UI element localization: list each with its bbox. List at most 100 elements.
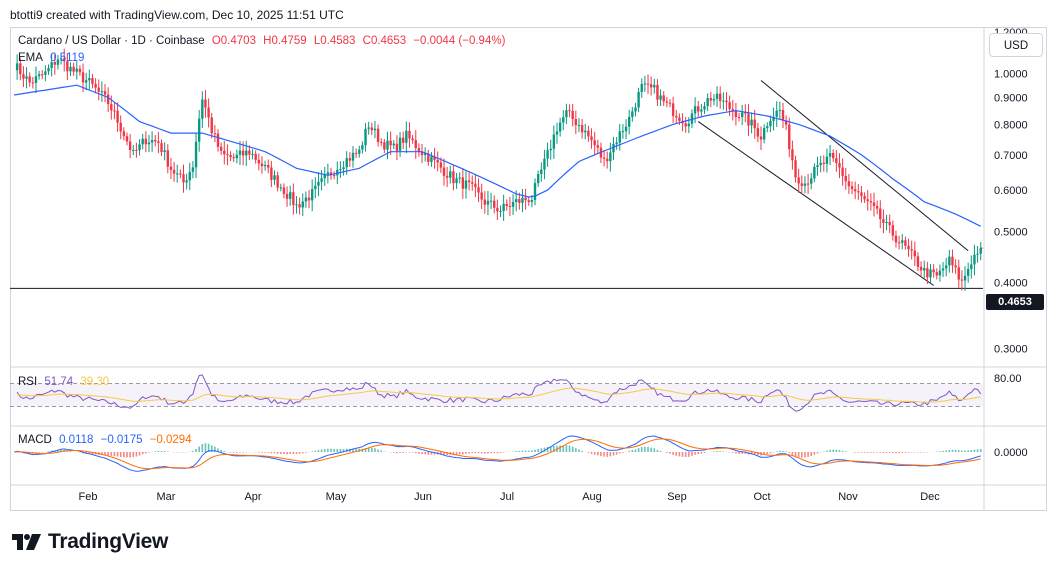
candle-body — [154, 139, 157, 142]
candle-body — [700, 109, 703, 112]
candle-body — [530, 199, 534, 203]
candle-body — [722, 100, 725, 102]
candle-body — [63, 58, 66, 62]
candle-body — [938, 270, 942, 276]
candle-body — [348, 158, 352, 161]
candle-body — [125, 136, 129, 142]
candle-body — [841, 167, 844, 176]
candle-body — [869, 201, 873, 203]
candle-body — [486, 200, 490, 205]
macd-legend: MACD 0.0118 −0.0175 −0.0294 — [18, 434, 196, 446]
candle-body — [643, 83, 647, 85]
candle-body — [631, 111, 634, 117]
candle-body — [351, 152, 355, 161]
candle-body — [132, 149, 135, 151]
candle-body — [923, 268, 926, 271]
candle-body — [433, 156, 436, 160]
candle-body — [571, 110, 574, 119]
candle-body — [558, 122, 562, 132]
rsi-line — [16, 374, 982, 412]
tradingview-logo[interactable]: TradingView — [12, 530, 168, 554]
candle-body — [342, 167, 345, 170]
price-tick-label: 0.7000 — [994, 150, 1028, 162]
candle-body — [251, 153, 254, 155]
candle-body — [238, 150, 242, 155]
candle-body — [267, 164, 270, 168]
ema-label[interactable]: EMA — [18, 52, 43, 64]
candle-body — [449, 171, 452, 178]
candle-body — [960, 279, 964, 281]
candle-body — [135, 149, 138, 151]
candle-body — [546, 150, 549, 159]
candle-body — [568, 110, 571, 112]
currency-button[interactable]: USD — [989, 33, 1043, 57]
candle-body — [857, 191, 860, 193]
rsi-label[interactable]: RSI — [18, 376, 38, 388]
candle-body — [835, 158, 838, 164]
candle-body — [150, 139, 154, 143]
symbol-title[interactable]: Cardano / US Dollar · 1D · Coinbase — [18, 35, 205, 47]
candle-body — [119, 122, 122, 132]
candle-body — [452, 171, 455, 184]
candle-body — [800, 183, 804, 186]
candle-body — [703, 106, 706, 110]
candle-body — [734, 110, 738, 117]
price-tick-label: 0.3000 — [994, 343, 1028, 355]
macd-value: 0.0118 — [59, 434, 94, 446]
candle-body — [524, 197, 527, 201]
candle-body — [248, 150, 251, 155]
candle-body — [621, 131, 625, 133]
candle-body — [477, 187, 480, 193]
macd-label[interactable]: MACD — [18, 434, 52, 446]
candle-body — [753, 119, 756, 129]
candle-body — [759, 136, 763, 140]
candle-body — [128, 141, 132, 151]
candle-body — [496, 207, 499, 212]
time-tick-label: May — [326, 491, 347, 503]
candle-body — [59, 58, 63, 60]
candle-body — [828, 152, 832, 157]
candle-body — [609, 152, 612, 162]
candle-body — [185, 180, 188, 183]
candle-body — [383, 142, 386, 150]
candle-body — [166, 150, 169, 167]
candle-body — [317, 181, 320, 186]
candle-body — [320, 178, 323, 182]
candle-body — [273, 175, 276, 180]
candle-body — [740, 112, 744, 118]
candle-body — [552, 134, 556, 149]
candle-body — [860, 192, 863, 196]
candle-body — [606, 158, 609, 162]
candle-body — [376, 128, 380, 143]
candle-body — [907, 245, 910, 250]
macd-signal-line — [13, 438, 981, 470]
candle-body — [615, 142, 618, 145]
candle-body — [94, 83, 97, 88]
candle-body — [866, 199, 869, 202]
candle-body — [941, 268, 945, 271]
candle-body — [398, 137, 402, 151]
candle-body — [69, 66, 72, 72]
rsi-tick-label: 80.00 — [994, 373, 1022, 385]
candle-body — [464, 180, 468, 189]
candle-body — [577, 125, 581, 127]
candle-body — [408, 130, 411, 139]
candle-body — [405, 130, 408, 143]
candle-body — [832, 152, 835, 159]
candle-body — [427, 153, 430, 163]
candle-body — [226, 154, 229, 156]
candle-body — [260, 163, 264, 167]
candle-body — [508, 205, 512, 207]
time-tick-label: Mar — [157, 491, 176, 503]
candle-body — [474, 183, 477, 188]
price-tick-label: 0.8000 — [994, 119, 1028, 131]
candle-body — [875, 206, 879, 209]
candle-body — [725, 100, 728, 103]
rsi-legend: RSI 51.74 39.30 — [18, 376, 113, 388]
time-tick-label: Dec — [920, 491, 940, 503]
candle-body — [555, 131, 559, 135]
candle-body — [709, 98, 712, 101]
candle-body — [276, 175, 279, 188]
candle-body — [56, 59, 60, 65]
